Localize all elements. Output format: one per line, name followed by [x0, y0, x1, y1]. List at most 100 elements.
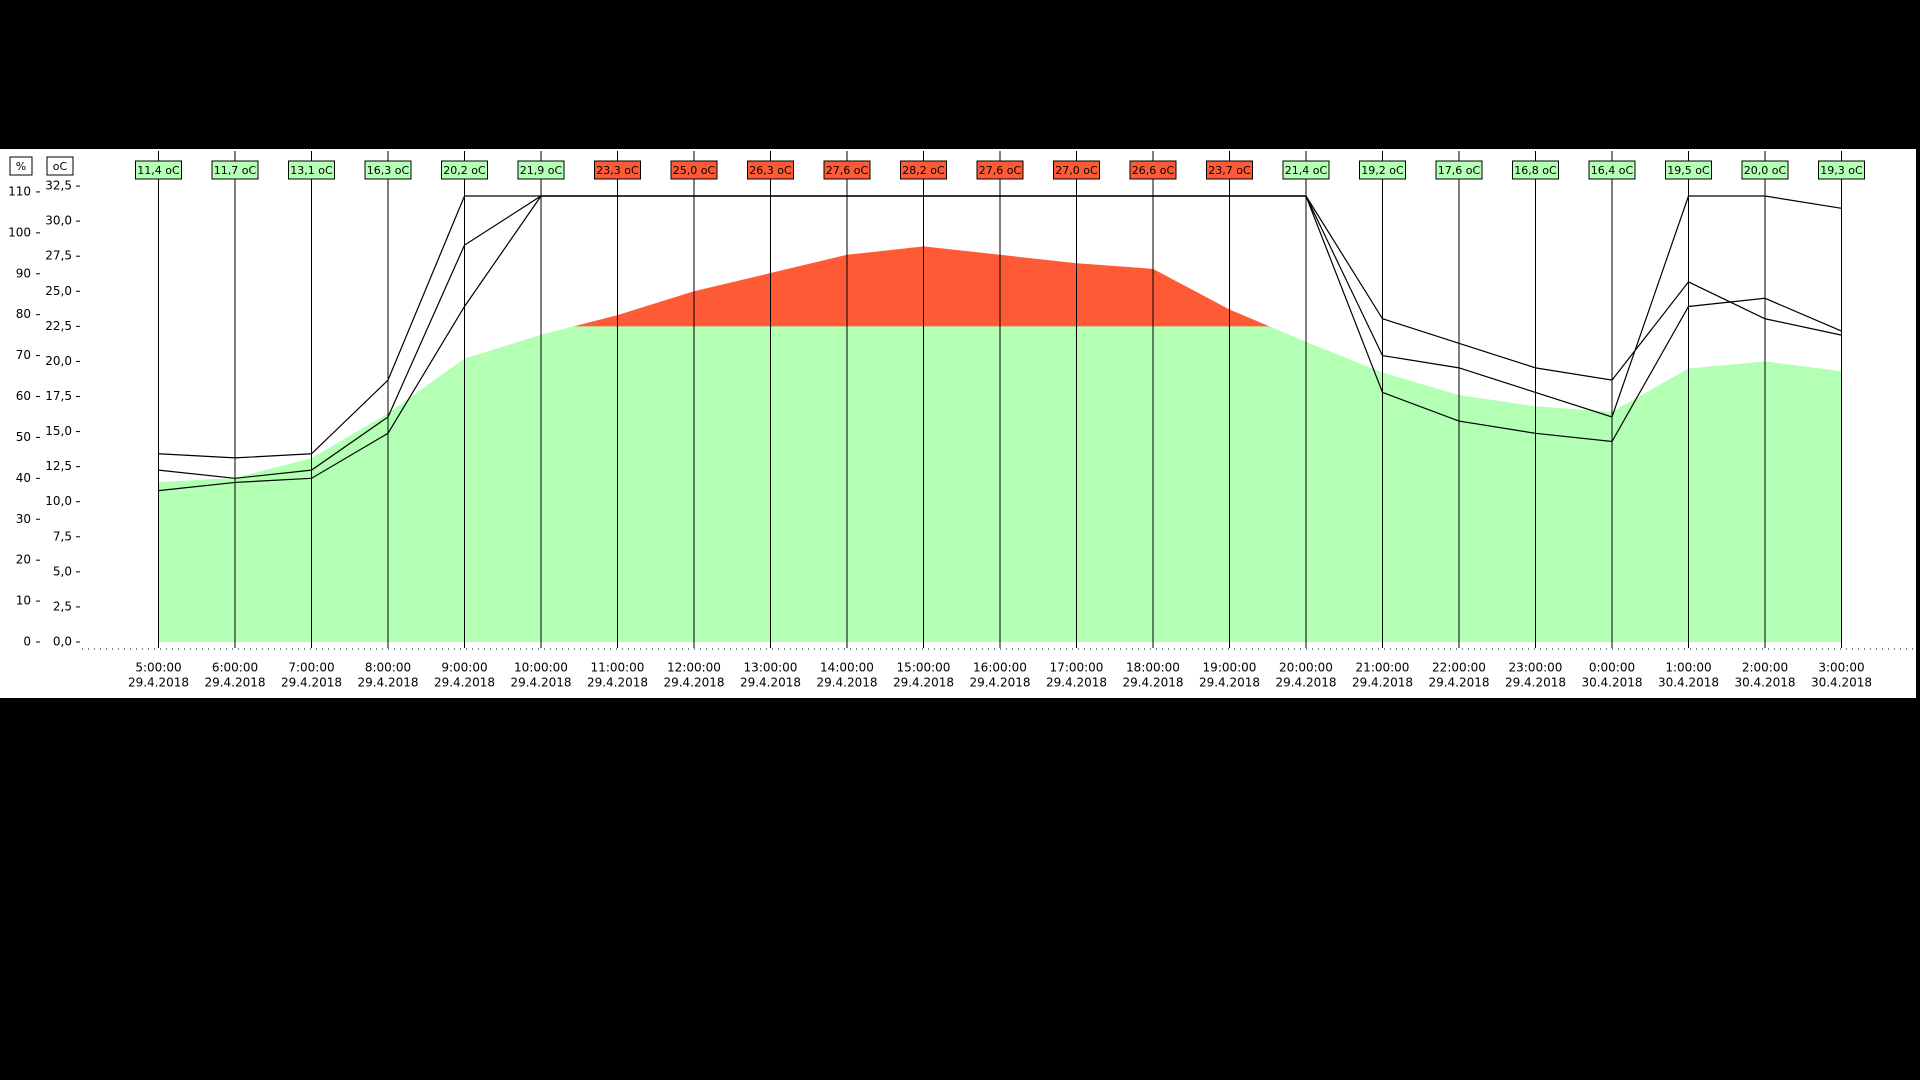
y-tick-label: 10	[16, 594, 31, 608]
temperature-box: 21,9 oC	[517, 160, 565, 180]
x-tick-date: 29.4.2018	[204, 676, 265, 690]
temperature-box: 11,7 oC	[211, 160, 259, 180]
y2-tick-label: 10,0	[45, 494, 72, 508]
y2-tick-label: 15,0	[45, 424, 72, 438]
temperature-box: 16,8 oC	[1512, 160, 1559, 180]
temperature-label: 23,7 oC	[1208, 164, 1251, 177]
y-tick-label: 60	[16, 389, 31, 403]
temperature-box: 11,4 oC	[135, 160, 182, 180]
temperature-box-bg	[1818, 160, 1865, 180]
y2-tick-label: 17,5	[45, 389, 72, 403]
y2-tick-label: 27,5	[45, 249, 72, 263]
temperature-box: 25,0 oC	[670, 160, 718, 180]
x-tick-time: 19:00:00	[1203, 661, 1257, 675]
x-tick-time: 5:00:00	[135, 661, 181, 675]
x-tick-date: 29.4.2018	[969, 676, 1030, 690]
temperature-box: 20,0 oC	[1741, 160, 1789, 180]
x-tick-date: 30.4.2018	[1734, 676, 1795, 690]
y2-tick-label: 32,5	[45, 179, 72, 193]
y2-tick-label: 0,0	[53, 635, 72, 649]
x-tick-date: 29.4.2018	[357, 676, 418, 690]
x-tick-time: 0:00:00	[1589, 661, 1635, 675]
temperature-box-bg	[1206, 160, 1253, 180]
temperature-label: 26,6 oC	[1132, 164, 1175, 177]
temperature-label: 20,2 oC	[443, 164, 486, 177]
x-tick-date: 29.4.2018	[128, 676, 189, 690]
x-tick-date: 30.4.2018	[1581, 676, 1642, 690]
y2-unit: oC	[53, 160, 68, 173]
x-tick-time: 9:00:00	[441, 661, 487, 675]
y-tick-label: 110	[8, 184, 31, 198]
temperature-box-bg	[1435, 160, 1483, 180]
x-tick-date: 29.4.2018	[510, 676, 571, 690]
temperature-label: 19,2 oC	[1361, 164, 1404, 177]
x-tick-time: 22:00:00	[1432, 661, 1486, 675]
y2-tick-label: 2,5	[53, 599, 72, 613]
x-tick-time: 13:00:00	[744, 661, 798, 675]
area-above	[573, 246, 1270, 327]
temperature-box: 26,6 oC	[1129, 160, 1177, 180]
temperature-box-bg	[670, 160, 718, 180]
x-tick-time: 7:00:00	[288, 661, 334, 675]
temperature-box: 20,2 oC	[441, 160, 488, 180]
y2-tick-label: 22,5	[45, 319, 72, 333]
temperature-box: 28,2 oC	[900, 160, 947, 180]
temperature-label: 21,9 oC	[520, 164, 563, 177]
y-unit: %	[16, 160, 26, 173]
y2-unit-box	[46, 156, 74, 176]
y2-tick-label: 7,5	[53, 529, 72, 543]
temperature-box: 19,3 oC	[1818, 160, 1865, 180]
x-tick-time: 10:00:00	[514, 661, 568, 675]
y-tick-label: 70	[16, 348, 31, 362]
temperature-box: 17,6 oC	[1435, 160, 1483, 180]
temperature-box-bg	[747, 160, 794, 180]
temperature-box: 27,6 oC	[976, 160, 1024, 180]
temperature-box: 26,3 oC	[747, 160, 794, 180]
x-tick-date: 29.4.2018	[587, 676, 648, 690]
x-tick-time: 3:00:00	[1818, 661, 1864, 675]
temperature-label: 26,3 oC	[749, 164, 792, 177]
x-tick-time: 23:00:00	[1509, 661, 1563, 675]
y-unit-box	[9, 156, 33, 176]
x-tick-date: 29.4.2018	[1505, 676, 1566, 690]
x-tick-time: 20:00:00	[1279, 661, 1333, 675]
x-tick-date: 29.4.2018	[1199, 676, 1260, 690]
y2-tick-label: 5,0	[53, 564, 72, 578]
temperature-box-bg	[900, 160, 947, 180]
temperature-label: 11,4 oC	[137, 164, 180, 177]
temperature-box-bg	[211, 160, 259, 180]
y2-tick-label: 25,0	[45, 284, 72, 298]
x-tick-time: 15:00:00	[897, 661, 951, 675]
x-tick-time: 2:00:00	[1742, 661, 1788, 675]
humidity-line	[158, 195, 1842, 492]
y2-tick-label: 12,5	[45, 459, 72, 473]
temperature-label: 16,8 oC	[1514, 164, 1557, 177]
x-tick-time: 8:00:00	[365, 661, 411, 675]
line-layer	[158, 195, 1842, 492]
x-tick-time: 1:00:00	[1665, 661, 1711, 675]
temperature-box-bg	[1665, 160, 1712, 180]
temperature-label: 20,0 oC	[1744, 164, 1787, 177]
x-tick-date: 30.4.2018	[1658, 676, 1719, 690]
x-tick-time: 12:00:00	[667, 661, 721, 675]
temperature-box-bg	[441, 160, 488, 180]
y-tick-label: 20	[16, 553, 31, 567]
temperature-box-bg	[1053, 160, 1100, 180]
temperature-box: 19,5 oC	[1665, 160, 1712, 180]
temperature-label: 21,4 oC	[1285, 164, 1328, 177]
temperature-box-bg	[364, 160, 412, 180]
x-tick-time: 11:00:00	[591, 661, 645, 675]
temperature-label: 16,4 oC	[1591, 164, 1634, 177]
x-tick-date: 29.4.2018	[1352, 676, 1413, 690]
y2-tick-label: 30,0	[45, 214, 72, 228]
temperature-area-hot	[573, 246, 1270, 327]
temperature-label: 13,1 oC	[290, 164, 333, 177]
x-tick-date: 30.4.2018	[1811, 676, 1872, 690]
temperature-box-bg	[594, 160, 641, 180]
temperature-box: 27,0 oC	[1053, 160, 1100, 180]
temperature-box: 19,2 oC	[1359, 160, 1406, 180]
x-tick-time: 21:00:00	[1356, 661, 1410, 675]
temperature-box-bg	[1129, 160, 1177, 180]
